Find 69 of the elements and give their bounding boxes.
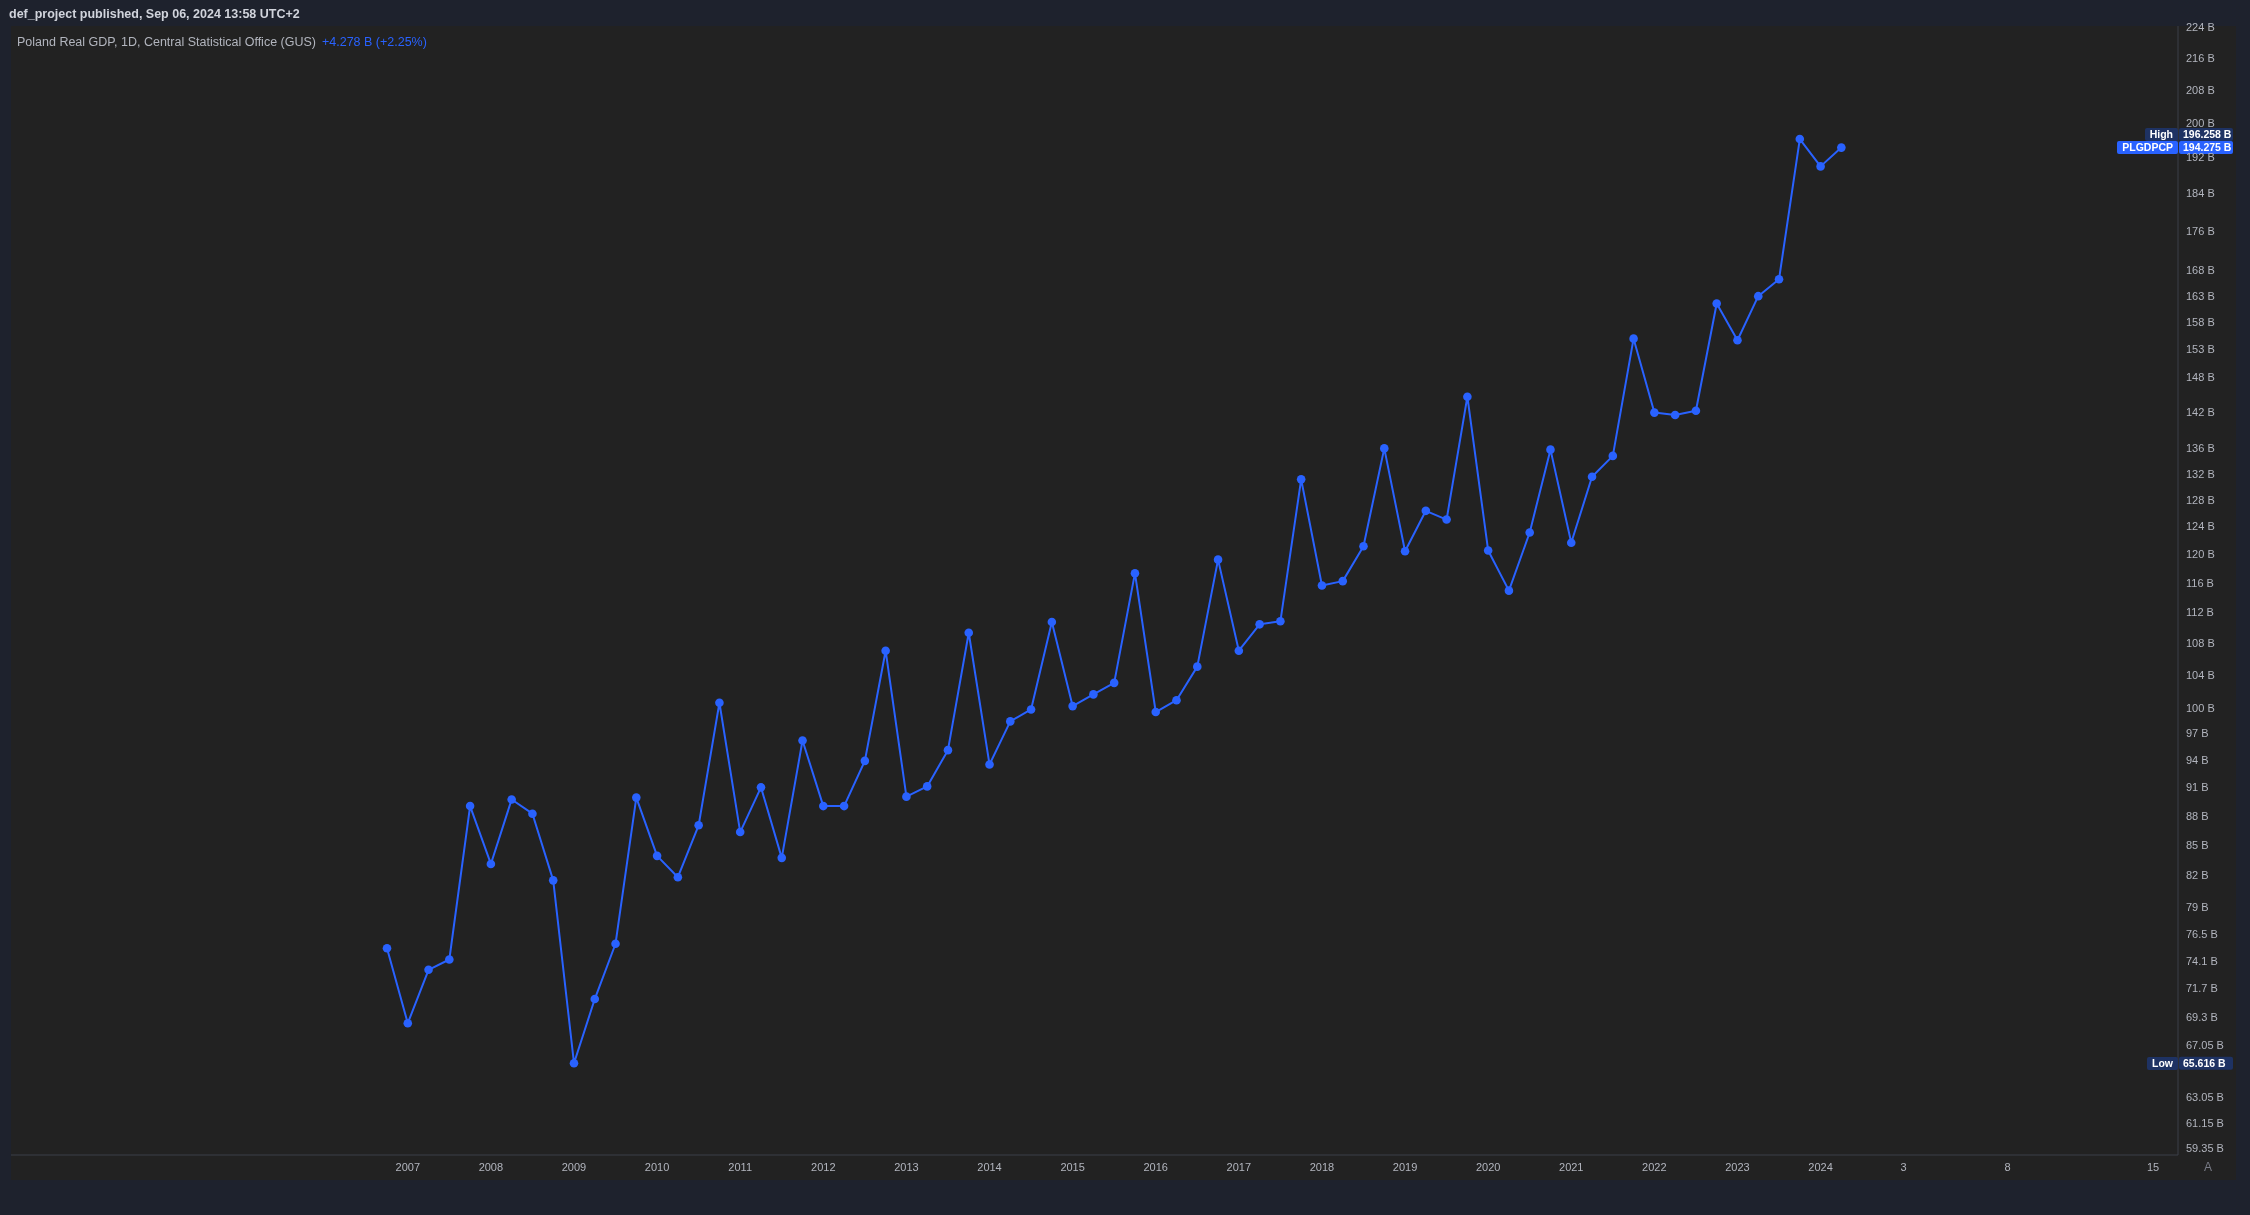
y-tick-label: 124 B [2186, 520, 2215, 533]
y-tick-label: 69.3 B [2186, 1011, 2218, 1024]
y-tick-label: 216 B [2186, 52, 2215, 65]
annotation: High [2144, 128, 2178, 142]
x-tick-label: 2024 [1808, 1160, 1833, 1173]
text: def_project published, Sep 06, 2024 13:58 UTC+2 [9, 6, 300, 22]
y-tick-label: 128 B [2186, 493, 2215, 506]
y-tick-label: 76.5 B [2186, 927, 2218, 940]
x-tick-label: 2013 [894, 1160, 919, 1173]
y-tick-label: 153 B [2186, 343, 2215, 356]
y-tick-label: 67.05 B [2186, 1038, 2224, 1051]
text: Poland Real GDP, 1D, Central Statistical Office (GUS) [17, 35, 316, 49]
y-tick-label: 108 B [2186, 636, 2215, 649]
x-tick-label: 2023 [1725, 1160, 1750, 1173]
x-tick-label: 2008 [478, 1160, 504, 1173]
x-tick-label: 3 [1900, 1160, 1907, 1173]
y-tick-label: 97 B [2186, 727, 2209, 740]
y-tick-label: 65.616 B [2183, 1056, 2227, 1069]
x-tick-label: 2012 [811, 1160, 836, 1173]
y-tick-label: 163 B [2186, 289, 2215, 302]
x-tick-label: 2017 [1226, 1160, 1252, 1173]
x-tick-label: 2016 [1143, 1160, 1168, 1173]
y-tick-label: 196.258 B [2183, 128, 2232, 141]
y-tick-label: 82 B [2186, 869, 2209, 882]
y-tick-label: 158 B [2186, 315, 2215, 328]
x-tick-label: 2015 [1060, 1160, 1085, 1173]
x-tick-label: 2014 [977, 1160, 1002, 1173]
y-tick-label: 59.35 B [2186, 1141, 2224, 1154]
y-tick-label: 120 B [2186, 547, 2215, 560]
y-tick-label: 88 B [2186, 809, 2209, 822]
text: +4.278 B (+2.25%) [321, 35, 427, 49]
x-tick-label: 2021 [1559, 1160, 1584, 1173]
x-tick-label: 2020 [1475, 1160, 1501, 1173]
y-tick-label: 176 B [2186, 224, 2215, 237]
x-tick-label: 2022 [1642, 1160, 1667, 1173]
x-tick-label: 2009 [561, 1160, 587, 1173]
y-tick-label: 104 B [2186, 668, 2215, 681]
y-tick-label: 100 B [2186, 701, 2215, 714]
y-tick-label: 168 B [2186, 264, 2215, 277]
y-tick-label: 74.1 B [2186, 954, 2218, 967]
y-tick-label: 200 B [2186, 117, 2215, 130]
annotation: PLGDPCP [2117, 141, 2178, 155]
y-tick-label: 63.05 B [2186, 1090, 2224, 1103]
x-tick-label: 2007 [395, 1160, 421, 1173]
y-tick-label: 61.15 B [2186, 1116, 2224, 1129]
y-tick-label: 142 B [2186, 405, 2215, 418]
x-tick-label: 2010 [644, 1160, 670, 1173]
y-tick-label: 136 B [2186, 442, 2215, 455]
y-tick-label: 79 B [2186, 900, 2209, 913]
x-tick-label: 2011 [728, 1160, 753, 1173]
x-tick-label: 2018 [1309, 1160, 1335, 1173]
y-tick-label: 132 B [2186, 467, 2215, 480]
y-tick-label: 224 B [2186, 21, 2215, 34]
y-tick-label: 148 B [2186, 371, 2215, 384]
text: A [2204, 1160, 2213, 1174]
y-tick-label: 192 B [2186, 151, 2215, 164]
x-tick-label: 8 [2004, 1160, 2011, 1173]
y-tick-label: 116 B [2186, 576, 2214, 589]
y-tick-label: 194.275 B [2183, 141, 2232, 154]
x-tick-label: 2019 [1392, 1160, 1418, 1173]
y-tick-label: 112 B [2186, 606, 2214, 619]
y-tick-label: 208 B [2186, 83, 2215, 96]
y-tick-label: 91 B [2186, 781, 2209, 794]
y-tick-label: 94 B [2186, 753, 2209, 766]
y-tick-label: 184 B [2186, 187, 2215, 200]
annotation: Low [2147, 1056, 2178, 1070]
y-tick-label: 85 B [2186, 838, 2209, 851]
y-tick-label: 71.7 B [2186, 982, 2218, 995]
x-tick-label: 15 [2146, 1160, 2160, 1173]
